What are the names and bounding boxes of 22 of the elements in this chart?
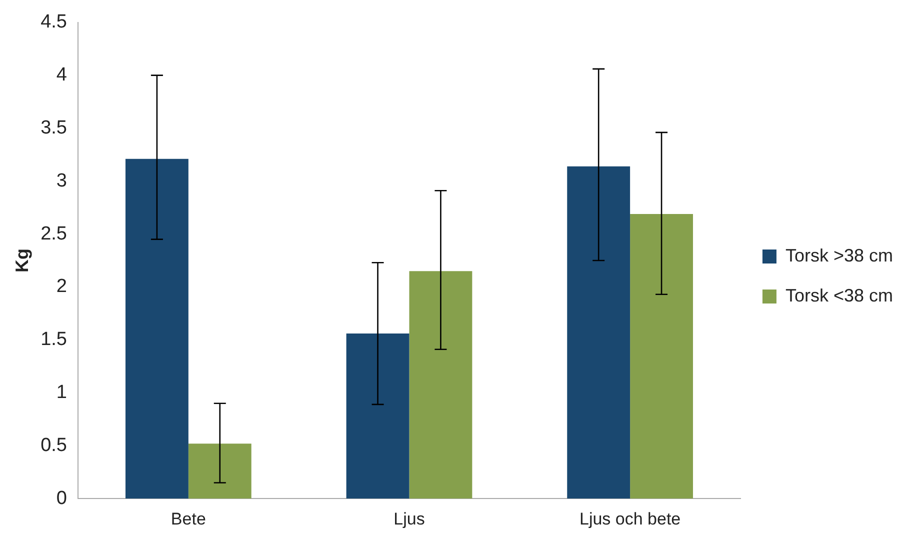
bar <box>567 166 630 499</box>
bar <box>630 214 693 499</box>
x-tick-label: Ljus och bete <box>579 509 681 528</box>
y-tick-label: 3.5 <box>40 117 68 138</box>
x-tick-label: Ljus <box>394 509 425 528</box>
bar <box>188 444 252 499</box>
y-tick-label: 2.5 <box>40 223 68 244</box>
bar <box>125 158 188 499</box>
legend-label: Torsk <38 cm <box>785 285 894 306</box>
y-tick-label: 0 <box>56 488 68 509</box>
y-tick-label: 1 <box>56 382 68 404</box>
y-tick-label: 3 <box>56 170 68 192</box>
y-tick-label: 4 <box>56 64 68 86</box>
y-tick-label: 4.5 <box>40 12 68 33</box>
y-tick-label: 0.5 <box>40 434 68 456</box>
y-tick-label: 1.5 <box>40 329 68 350</box>
legend-label: Torsk >38 cm <box>785 245 894 266</box>
y-tick-label: 2 <box>56 276 68 298</box>
y-axis-title: Kg <box>12 248 32 272</box>
x-tick-label: Bete <box>170 509 206 528</box>
bar <box>409 271 472 499</box>
bar <box>346 334 410 499</box>
